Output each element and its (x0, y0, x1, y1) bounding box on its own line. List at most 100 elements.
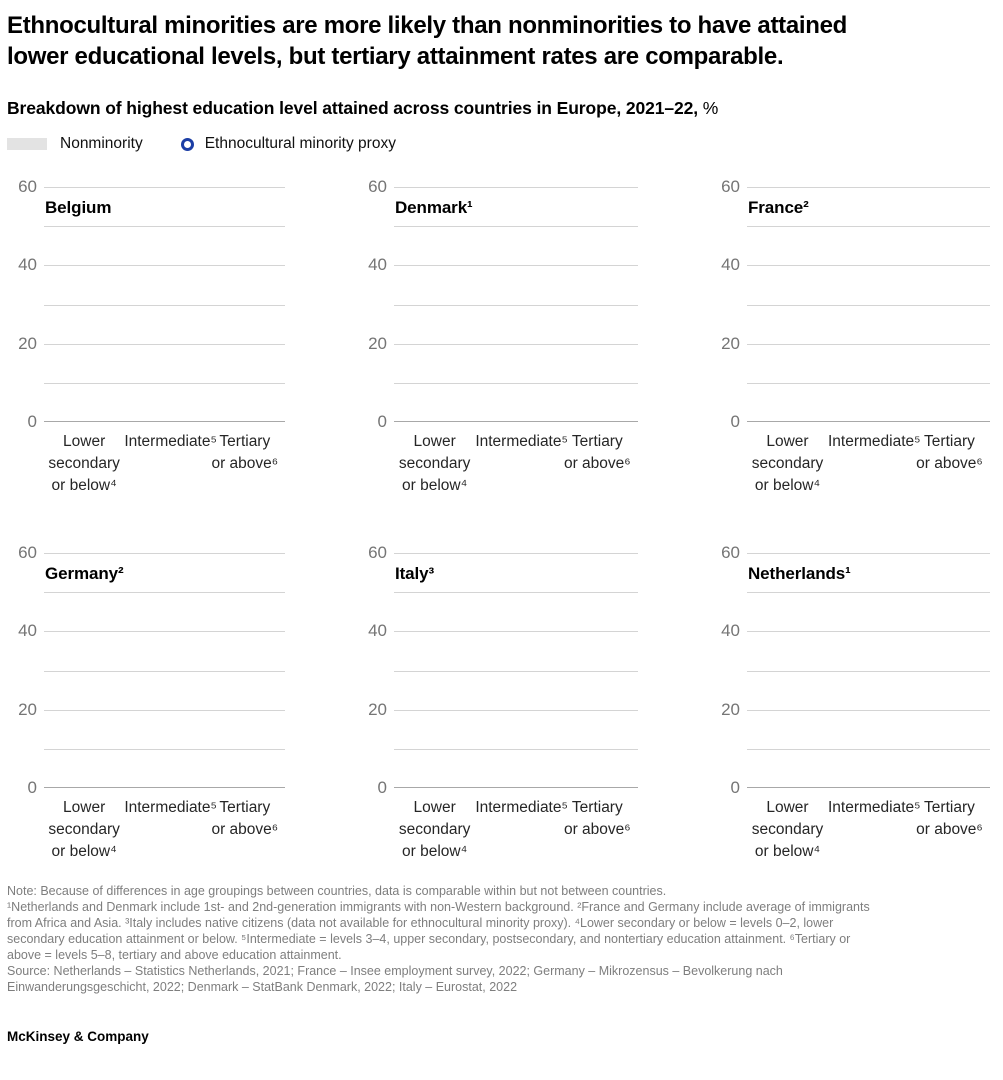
panel-axes: 60 40 20 0 Belgium (7, 178, 285, 431)
x-axis-baseline (747, 421, 990, 422)
gridline (44, 382, 285, 384)
gridline (394, 709, 638, 711)
chart-notes: Note: Because of differences in age grou… (7, 883, 995, 995)
chart-panel-italy: 60 40 20 0 Italy³ Lower secondary or bel… (357, 544, 710, 863)
x-category-label: Intermediate⁵ (124, 799, 217, 816)
y-tick: 0 (377, 412, 387, 431)
gridline (394, 226, 638, 228)
x-axis-labels: Lower secondary or below⁴ Intermediate⁵ … (44, 797, 285, 863)
y-tick: 60 (721, 543, 740, 562)
chart-grid: 60 40 20 0 Belgium Lower secondary or be… (7, 178, 995, 863)
x-axis-labels: Lower secondary or below⁴ Intermediate⁵ … (394, 797, 638, 863)
gridline (44, 748, 285, 750)
x-axis-baseline (44, 787, 285, 788)
gridline (44, 343, 285, 345)
x-axis-labels: Lower secondary or below⁴ Intermediate⁵ … (44, 431, 285, 497)
gridline (44, 304, 285, 306)
gridline (44, 631, 285, 633)
gridline (394, 304, 638, 306)
chart-panel-netherlands: 60 40 20 0 Netherlands¹ Lower secondary … (710, 544, 1003, 863)
gridline (394, 592, 638, 594)
panel-title: Belgium (45, 198, 112, 217)
plot-area: Belgium (44, 187, 285, 422)
x-category-label: Tertiary or above⁶ (563, 433, 631, 472)
y-tick: 20 (721, 333, 740, 353)
x-category-label: Lower secondary or below⁴ (48, 433, 120, 494)
chart-note: Note: Because of differences in age grou… (7, 884, 667, 898)
y-axis: 60 40 20 0 (7, 544, 37, 797)
x-category-label: Lower secondary or below⁴ (751, 433, 824, 494)
panel-title: Italy³ (395, 564, 435, 583)
y-tick: 60 (368, 177, 387, 196)
gridline (44, 553, 285, 554)
x-axis-baseline (747, 787, 990, 788)
y-tick: 20 (368, 333, 387, 353)
page-title: Ethnocultural minorities are more likely… (7, 12, 848, 70)
y-tick: 0 (27, 412, 37, 431)
gridline (394, 631, 638, 633)
chart-panel-belgium: 60 40 20 0 Belgium Lower secondary or be… (7, 178, 357, 497)
x-category-label: Tertiary or above⁶ (563, 799, 631, 838)
panel-title: Denmark¹ (395, 198, 473, 217)
y-tick: 0 (730, 412, 740, 431)
gridline (394, 343, 638, 345)
chart-subtitle-text: Breakdown of highest education level att… (7, 98, 699, 118)
y-tick: 40 (368, 621, 387, 641)
plot-area: Italy³ (394, 553, 638, 788)
panel-axes: 60 40 20 0 France² (710, 178, 990, 431)
y-tick: 20 (721, 699, 740, 719)
chart-subtitle: Breakdown of highest education level att… (7, 98, 995, 119)
y-axis: 60 40 20 0 (357, 178, 387, 431)
panel-title: Netherlands¹ (748, 564, 851, 583)
plot-area: Denmark¹ (394, 187, 638, 422)
y-tick: 40 (368, 255, 387, 275)
y-axis: 60 40 20 0 (710, 544, 740, 797)
y-tick: 60 (368, 543, 387, 562)
y-tick: 0 (27, 778, 37, 797)
chart-footnotes: ¹Netherlands and Denmark include 1st- an… (7, 900, 870, 962)
panel-title: France² (748, 198, 809, 217)
y-tick: 40 (18, 621, 37, 641)
y-tick: 60 (721, 177, 740, 196)
legend-label-nonminority: Nonminority (60, 135, 143, 152)
gridline (44, 592, 285, 594)
gridline (44, 187, 285, 188)
minority-circle-icon (180, 137, 194, 151)
gridline (747, 631, 990, 633)
y-tick: 40 (18, 255, 37, 275)
plot-area: Netherlands¹ (747, 553, 990, 788)
x-category-label: Lower secondary or below⁴ (751, 799, 824, 860)
panel-axes: 60 40 20 0 Netherlands¹ (710, 544, 990, 797)
y-tick: 60 (18, 177, 37, 196)
x-axis-labels: Lower secondary or below⁴ Intermediate⁵ … (394, 431, 638, 497)
gridline (747, 709, 990, 711)
gridline (44, 226, 285, 228)
panel-axes: 60 40 20 0 Denmark¹ (357, 178, 638, 431)
gridline (747, 304, 990, 306)
y-tick: 20 (18, 699, 37, 719)
legend-label-minority: Ethnocultural minority proxy (204, 135, 396, 152)
gridline (44, 670, 285, 672)
gridline (394, 670, 638, 672)
x-category-label: Intermediate⁵ (475, 799, 568, 816)
x-axis-baseline (394, 421, 638, 422)
y-tick: 20 (18, 333, 37, 353)
chart-legend: Nonminority Ethnocultural minority proxy (7, 135, 995, 153)
x-category-label: Lower secondary or below⁴ (398, 433, 471, 494)
panel-axes: 60 40 20 0 Italy³ (357, 544, 638, 797)
x-category-label: Tertiary or above⁶ (211, 433, 279, 472)
gridline (394, 553, 638, 554)
chart-panel-germany: 60 40 20 0 Germany² Lower secondary or b… (7, 544, 357, 863)
y-axis: 60 40 20 0 (357, 544, 387, 797)
legend-item-nonminority: Nonminority (7, 135, 143, 153)
gridline (747, 670, 990, 672)
gridline (747, 592, 990, 594)
gridline (747, 553, 990, 554)
chart-subtitle-unit: % (698, 98, 719, 118)
y-tick: 40 (721, 255, 740, 275)
gridline (44, 709, 285, 711)
gridline (394, 187, 638, 188)
nonminority-swatch-icon (7, 138, 47, 150)
y-tick: 60 (18, 543, 37, 562)
chart-panel-france: 60 40 20 0 France² Lower secondary or be… (710, 178, 1003, 497)
